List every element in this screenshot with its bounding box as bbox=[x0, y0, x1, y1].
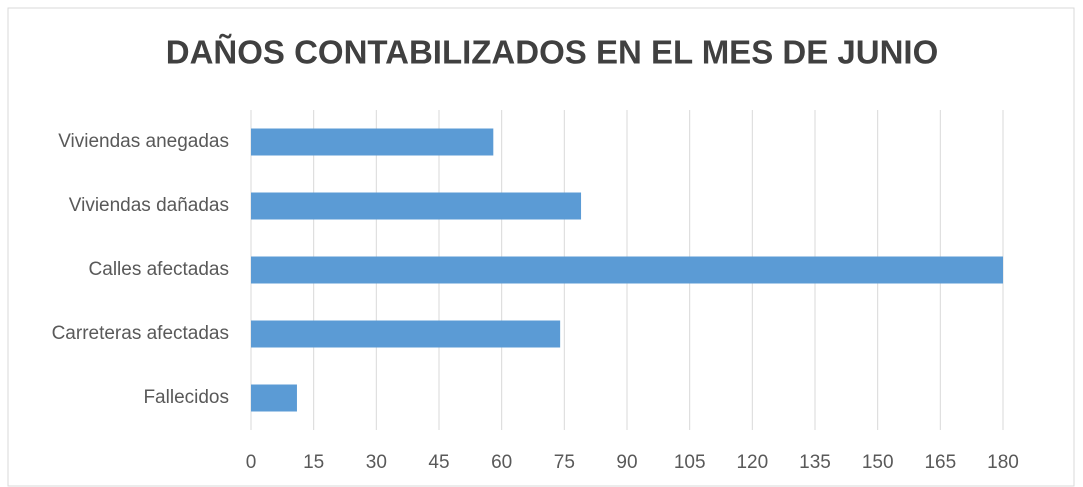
x-tick-label: 75 bbox=[554, 452, 575, 473]
y-tick-label: Calles afectadas bbox=[89, 259, 229, 280]
bar bbox=[251, 384, 297, 412]
x-tick-label: 60 bbox=[491, 452, 512, 473]
x-tick-label: 90 bbox=[616, 452, 637, 473]
x-tick-label: 0 bbox=[246, 452, 257, 473]
x-tick-label: 135 bbox=[799, 452, 831, 473]
x-tick-label: 105 bbox=[674, 452, 706, 473]
x-tick-label: 15 bbox=[303, 452, 324, 473]
bar bbox=[251, 128, 494, 156]
y-tick-label: Viviendas anegadas bbox=[58, 131, 229, 152]
bar bbox=[251, 320, 561, 348]
x-tick-label: 150 bbox=[862, 452, 894, 473]
x-tick-label: 45 bbox=[428, 452, 449, 473]
x-tick-label: 180 bbox=[987, 452, 1019, 473]
chart-frame bbox=[7, 7, 1075, 487]
x-tick-label: 30 bbox=[366, 452, 387, 473]
y-tick-label: Fallecidos bbox=[143, 387, 229, 408]
chart-title: DAÑOS CONTABILIZADOS EN EL MES DE JUNIO bbox=[166, 34, 939, 71]
bar bbox=[251, 192, 582, 220]
x-tick-label: 120 bbox=[736, 452, 768, 473]
bar bbox=[251, 256, 1003, 284]
y-tick-label: Viviendas dañadas bbox=[69, 195, 229, 216]
x-tick-label: 165 bbox=[924, 452, 956, 473]
y-tick-label: Carreteras afectadas bbox=[52, 323, 229, 344]
